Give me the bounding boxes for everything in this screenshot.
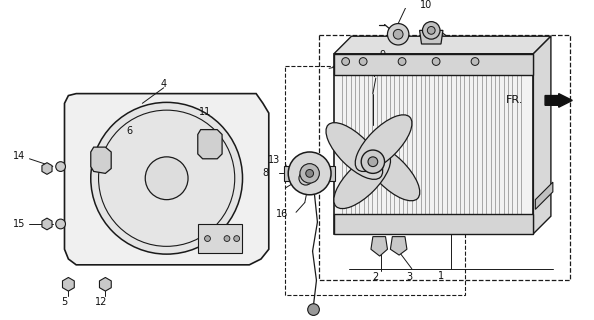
- Text: 13: 13: [268, 155, 280, 165]
- Circle shape: [398, 58, 406, 65]
- Polygon shape: [91, 147, 111, 173]
- Bar: [334, 54, 533, 75]
- Circle shape: [368, 157, 378, 167]
- Circle shape: [56, 219, 65, 229]
- Polygon shape: [334, 36, 551, 54]
- Circle shape: [306, 170, 314, 177]
- Circle shape: [471, 58, 479, 65]
- Text: 8: 8: [263, 168, 269, 178]
- Text: FR.: FR.: [506, 95, 524, 105]
- Ellipse shape: [326, 123, 383, 180]
- Circle shape: [91, 102, 242, 254]
- Circle shape: [288, 152, 331, 195]
- Ellipse shape: [355, 115, 412, 172]
- Text: 3: 3: [407, 271, 413, 282]
- Polygon shape: [390, 236, 407, 255]
- Circle shape: [146, 157, 188, 200]
- Text: 16: 16: [276, 209, 288, 219]
- Bar: [285, 66, 465, 295]
- Text: 6: 6: [127, 125, 133, 136]
- Polygon shape: [535, 182, 553, 209]
- Text: 1: 1: [438, 270, 444, 281]
- Circle shape: [432, 58, 440, 65]
- Bar: [198, 224, 242, 253]
- Circle shape: [308, 304, 320, 316]
- Polygon shape: [419, 30, 443, 44]
- Text: 5: 5: [61, 297, 68, 307]
- Ellipse shape: [363, 144, 420, 201]
- Polygon shape: [371, 236, 387, 256]
- Polygon shape: [533, 36, 551, 234]
- Text: 10: 10: [419, 0, 432, 10]
- Text: 12: 12: [95, 297, 108, 307]
- Text: 2: 2: [372, 271, 379, 282]
- Circle shape: [422, 22, 440, 39]
- Bar: [285, 166, 335, 181]
- Circle shape: [234, 236, 239, 242]
- Text: 9: 9: [380, 50, 386, 60]
- Bar: [334, 214, 533, 234]
- Text: 11: 11: [200, 107, 211, 117]
- Text: 4: 4: [160, 79, 167, 89]
- Circle shape: [204, 236, 210, 242]
- Circle shape: [361, 150, 384, 173]
- Text: 15: 15: [13, 219, 26, 229]
- Circle shape: [393, 29, 403, 39]
- Bar: [320, 35, 570, 280]
- Circle shape: [387, 24, 409, 45]
- Polygon shape: [198, 130, 222, 159]
- Text: 14: 14: [13, 151, 26, 161]
- Circle shape: [224, 236, 230, 242]
- Text: 7: 7: [371, 69, 377, 79]
- FancyArrow shape: [545, 94, 572, 107]
- Circle shape: [299, 172, 312, 185]
- Circle shape: [300, 164, 320, 183]
- Polygon shape: [65, 94, 269, 265]
- Circle shape: [427, 27, 435, 34]
- Polygon shape: [334, 54, 533, 234]
- Circle shape: [56, 162, 65, 172]
- Ellipse shape: [334, 152, 390, 209]
- Circle shape: [342, 58, 349, 65]
- Circle shape: [359, 58, 367, 65]
